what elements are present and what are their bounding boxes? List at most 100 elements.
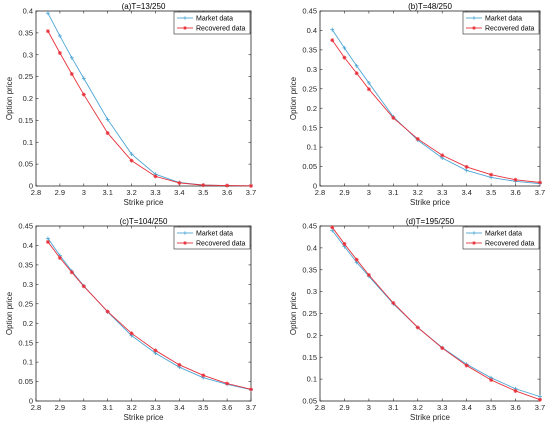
data-point-recovered — [249, 387, 253, 392]
legend-label: Recovered data — [485, 240, 535, 247]
data-point-recovered — [177, 180, 182, 185]
chart-panel-4: 2.8 2.9 3 3.1 3.2 3.3 3.4 3.5 3.6 3.7 0.05 0.1 0.15 0… — [289, 217, 545, 422]
y-tick-label: 0.05 — [18, 160, 33, 169]
x-tick-label: 3.7 — [246, 188, 256, 197]
data-point-market — [342, 45, 347, 50]
legend-label: Recovered data — [485, 25, 535, 32]
y-tick-label: 0.1 — [307, 143, 317, 152]
data-point-recovered — [513, 177, 518, 182]
data-point-market — [45, 11, 50, 16]
data-point-recovered — [330, 38, 335, 43]
chart-title: (a)T=13/250 — [122, 2, 166, 11]
y-axis-label: Option price — [289, 291, 298, 335]
legend-label: Market data — [196, 230, 233, 237]
x-tick-label: 3.1 — [388, 403, 398, 412]
x-tick-label: 3 — [82, 403, 86, 412]
legend: Market data Recovered data — [173, 226, 251, 250]
legend-box — [173, 226, 251, 250]
data-point-market — [330, 27, 335, 32]
legend: Market data Recovered data — [462, 11, 540, 35]
y-tick-label: 0.2 — [307, 331, 317, 340]
legend-label: Market data — [196, 15, 233, 22]
legend-box — [462, 11, 540, 35]
x-tick-label: 3.3 — [150, 188, 160, 197]
data-point-market — [69, 55, 74, 60]
data-point-recovered — [464, 363, 469, 368]
data-point-recovered — [129, 158, 134, 163]
x-tick-label: 3.2 — [413, 188, 423, 197]
data-point-recovered — [489, 172, 494, 177]
chart-title: (c)T=104/250 — [120, 217, 168, 226]
x-axis-label: Strike price — [410, 413, 451, 422]
y-axis-label: Option price — [5, 76, 14, 120]
x-tick-label: 2.9 — [339, 403, 349, 412]
data-point-recovered — [538, 180, 542, 185]
data-point-recovered — [201, 183, 206, 188]
y-tick-label: 0.1 — [23, 358, 33, 367]
y-tick-label: 0.05 — [18, 377, 33, 386]
data-point-market — [129, 152, 134, 157]
chart-panel-1: 2.8 2.9 3 3.1 3.2 3.3 3.4 3.5 3.6 3.7 0 0.05 0.1 0.15… — [5, 2, 256, 207]
x-tick-label: 3 — [82, 188, 86, 197]
x-tick-label: 3.1 — [102, 403, 112, 412]
x-tick-label: 3.7 — [246, 403, 256, 412]
chart-panel-2: 2.8 2.9 3 3.1 3.2 3.3 3.4 3.5 3.6 3.7 0 0.05 0.1 0.15… — [289, 2, 545, 207]
data-point-recovered — [153, 348, 158, 353]
y-tick-label: 0.45 — [302, 7, 317, 16]
legend-box — [462, 226, 540, 250]
y-tick-label: 0.25 — [302, 84, 317, 93]
x-tick-label: 3.5 — [486, 403, 496, 412]
x-tick-label: 3 — [367, 403, 371, 412]
data-point-recovered — [153, 174, 158, 179]
y-tick-label: 0.45 — [18, 222, 33, 231]
legend-label: Recovered data — [196, 240, 246, 247]
y-tick-label: 0.3 — [307, 287, 317, 296]
x-tick-label: 2.8 — [315, 403, 325, 412]
data-point-recovered — [440, 153, 445, 158]
data-point-market — [366, 80, 371, 85]
data-point-market — [354, 63, 359, 68]
legend-label: Market data — [485, 15, 522, 22]
x-tick-label: 3.6 — [510, 188, 520, 197]
y-tick-label: 0.35 — [18, 260, 33, 269]
axes-box — [35, 225, 252, 402]
x-tick-label: 3.1 — [102, 188, 112, 197]
data-point-recovered — [177, 362, 182, 367]
x-tick-label: 2.9 — [55, 188, 65, 197]
data-point-recovered — [354, 257, 359, 262]
y-tick-label: 0.4 — [307, 243, 317, 252]
x-axis-label: Strike price — [123, 198, 164, 207]
data-point-recovered — [415, 325, 420, 330]
y-tick-label: 0.45 — [302, 222, 317, 231]
x-tick-label: 3.2 — [413, 403, 423, 412]
x-tick-label: 3.4 — [174, 403, 184, 412]
x-tick-label: 2.8 — [315, 188, 325, 197]
data-point-recovered — [129, 331, 134, 336]
x-tick-label: 2.9 — [339, 188, 349, 197]
data-point-recovered — [201, 373, 206, 378]
data-point-market — [464, 168, 469, 173]
y-axis-label: Option price — [5, 291, 14, 335]
x-tick-label: 3.7 — [535, 188, 545, 197]
legend-box — [173, 11, 251, 35]
data-point-recovered — [57, 255, 62, 260]
y-tick-label: 0.2 — [307, 104, 317, 113]
data-point-recovered — [391, 115, 396, 120]
x-tick-label: 2.8 — [31, 188, 41, 197]
axes-box — [319, 10, 541, 187]
y-tick-label: 0.3 — [23, 50, 33, 59]
x-axis-label: Strike price — [123, 413, 164, 422]
data-point-recovered — [225, 183, 230, 188]
x-tick-label: 3.7 — [535, 403, 545, 412]
x-tick-label: 3.3 — [150, 403, 160, 412]
data-point-recovered — [513, 388, 518, 393]
x-tick-label: 3.2 — [126, 403, 136, 412]
axes-box — [35, 10, 252, 187]
data-point-recovered — [105, 309, 110, 314]
y-tick-label: 0 — [313, 182, 317, 191]
legend: Market data Recovered data — [462, 226, 540, 250]
data-point-market — [105, 117, 110, 122]
x-axis-label: Strike price — [410, 198, 451, 207]
x-tick-label: 3.4 — [461, 403, 471, 412]
axes-box — [319, 225, 541, 402]
